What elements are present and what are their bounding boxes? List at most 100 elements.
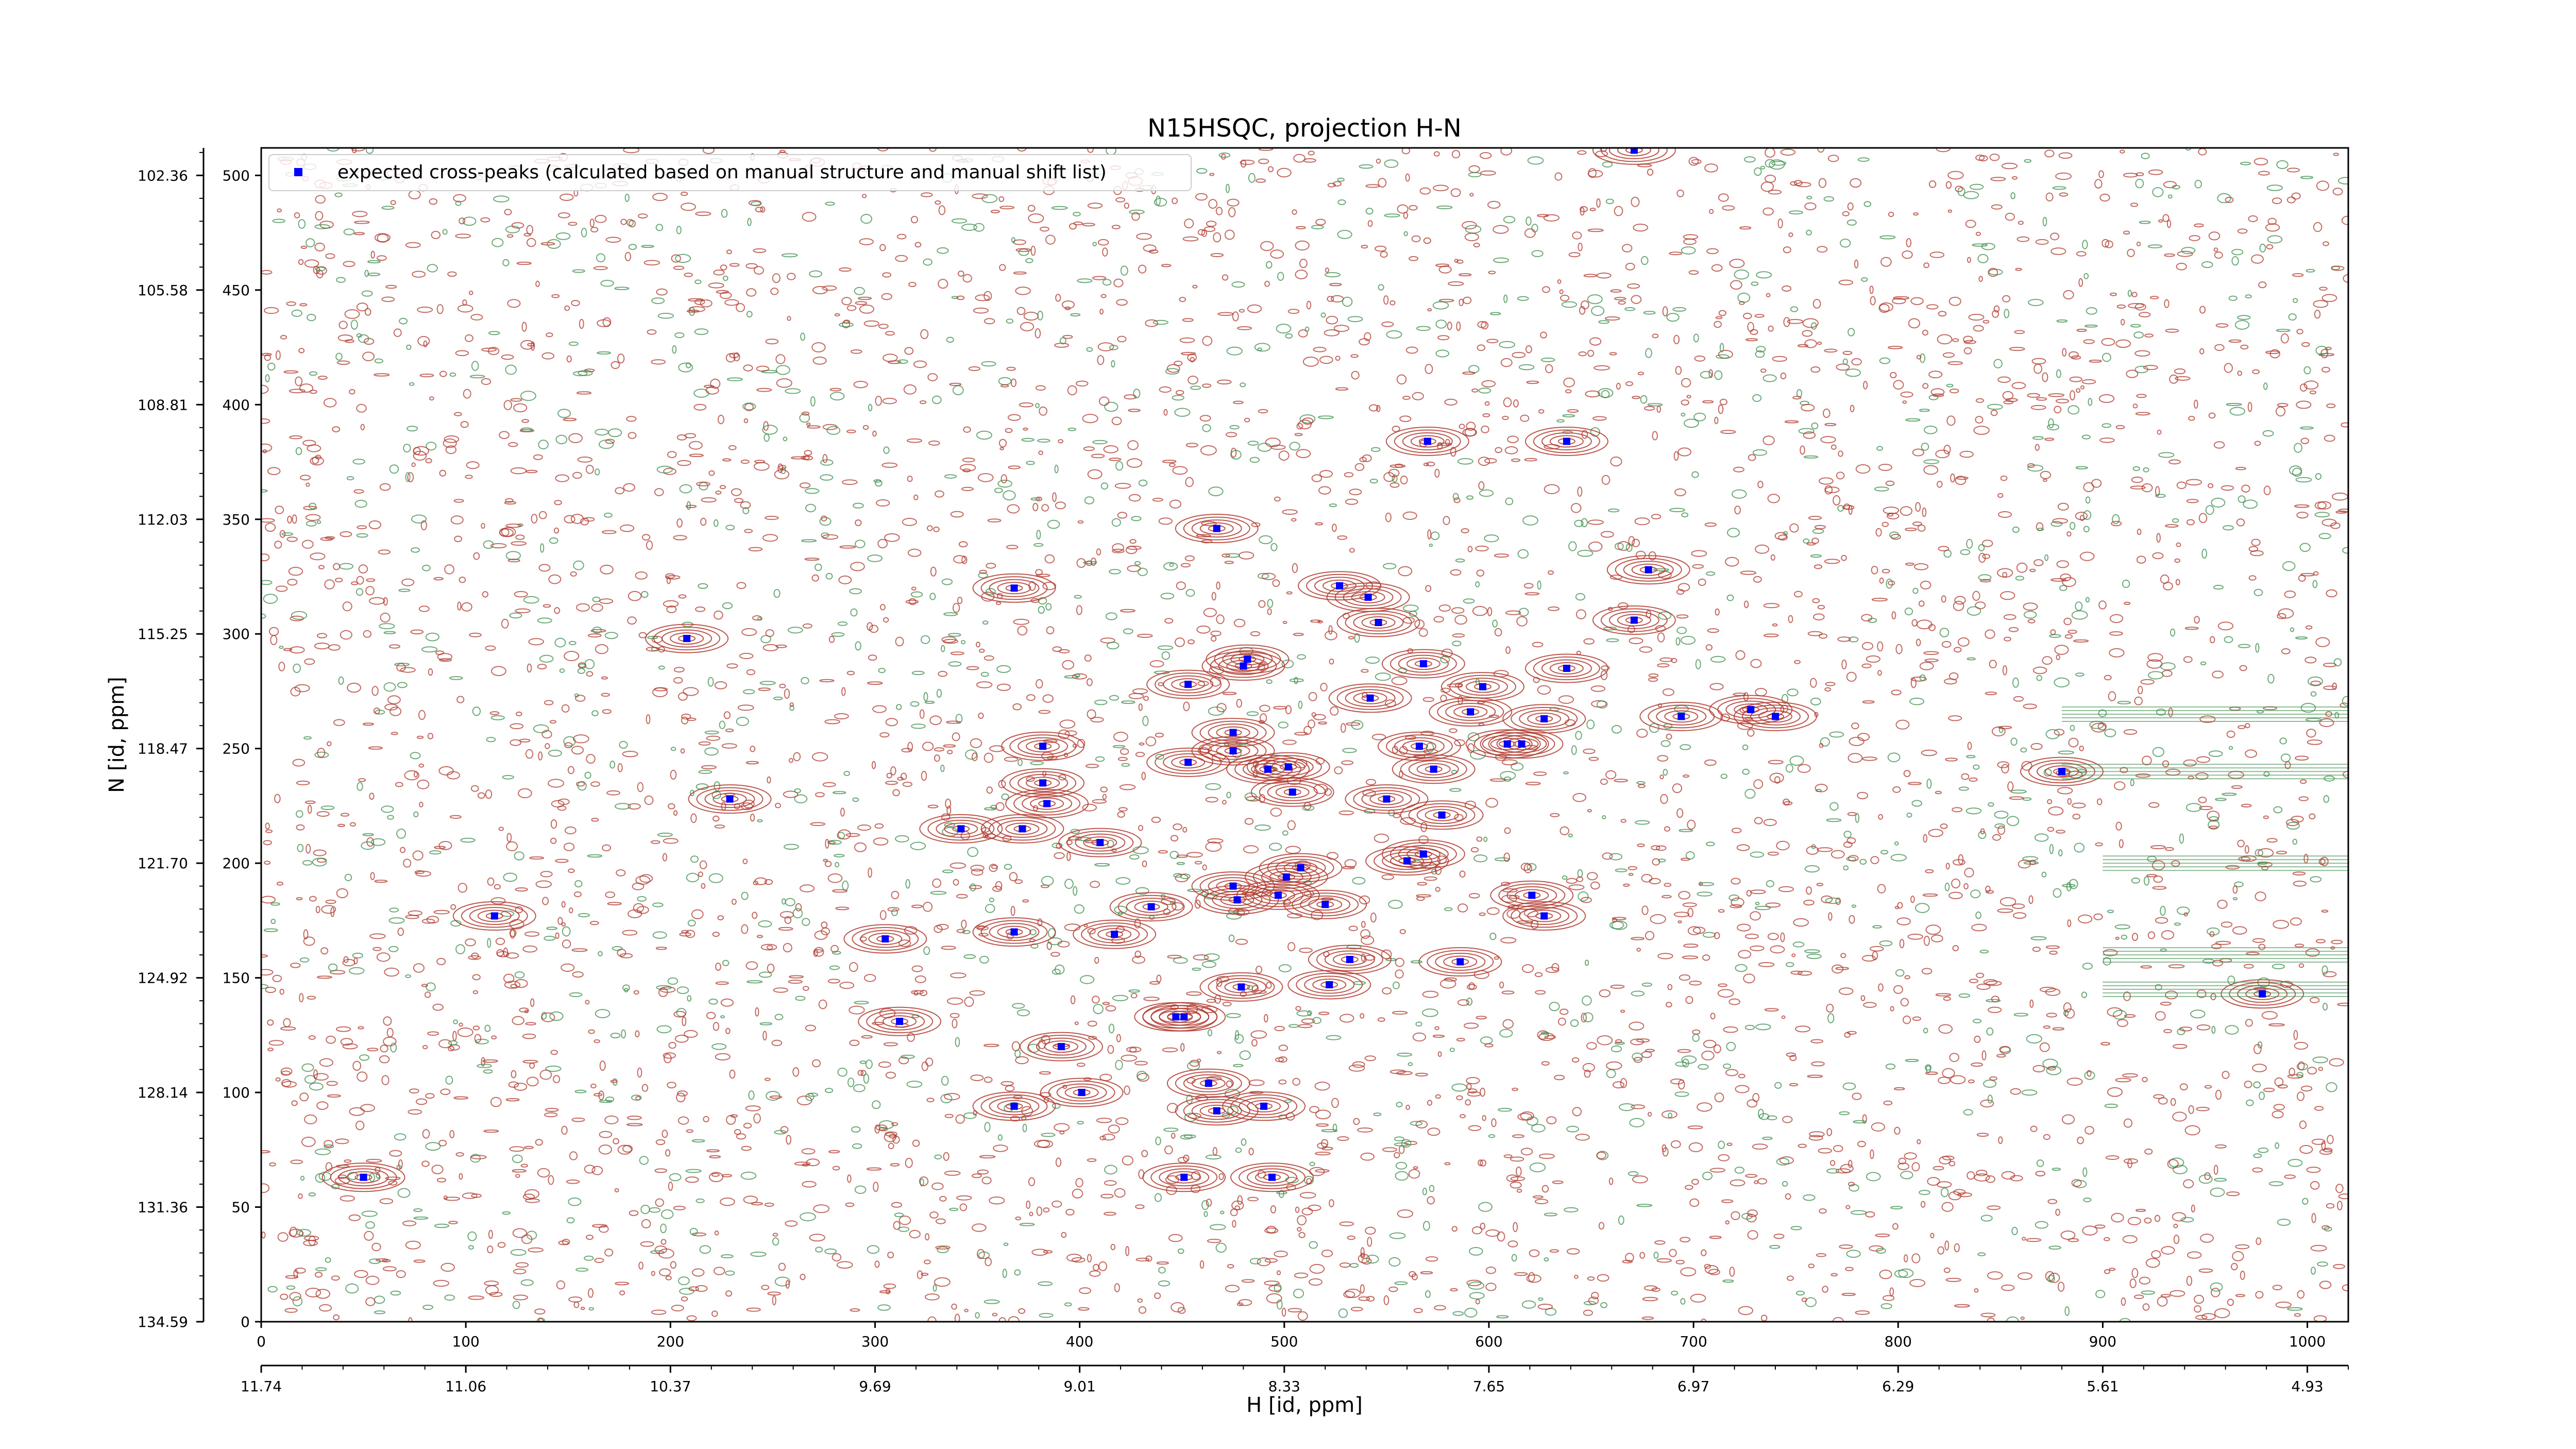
positive-contour [533, 454, 543, 460]
positive-contour [871, 761, 876, 769]
negative-contour [2022, 856, 2039, 862]
positive-contour [1260, 713, 1267, 723]
positive-contour [2186, 519, 2195, 526]
positive-contour [1329, 283, 1342, 287]
negative-contour [383, 631, 396, 634]
negative-contour [2042, 1058, 2058, 1069]
positive-contour [984, 752, 994, 763]
negative-contour [1169, 563, 1174, 567]
positive-contour [715, 981, 729, 985]
positive-contour [717, 915, 724, 921]
positive-contour [663, 1052, 676, 1059]
positive-contour [2291, 816, 2304, 823]
positive-contour [1067, 385, 1077, 396]
positive-contour [1967, 1171, 1975, 1180]
positive-contour [701, 883, 706, 889]
positive-contour [1704, 1263, 1711, 1269]
positive-contour [1462, 372, 1476, 375]
positive-contour [1688, 1142, 1703, 1152]
positive-contour [1460, 1114, 1466, 1119]
positive-contour [2319, 1280, 2332, 1289]
positive-contour [668, 1041, 676, 1049]
positive-contour [1010, 906, 1015, 916]
negative-contour [1282, 830, 1289, 836]
positive-contour [1704, 522, 1717, 527]
positive-contour [654, 1245, 667, 1254]
positive-contour [1389, 482, 1400, 488]
positive-contour [2168, 459, 2181, 465]
positive-contour [2155, 486, 2160, 497]
positive-contour [305, 514, 321, 521]
positive-contour [2013, 696, 2024, 702]
positive-contour [1897, 902, 1903, 909]
positive-contour [1865, 1211, 1875, 1218]
negative-contour [1988, 268, 2003, 276]
positive-contour [1943, 445, 1951, 454]
positive-contour [1456, 259, 1464, 264]
negative-contour [746, 311, 753, 318]
negative-contour [1840, 239, 1851, 248]
positive-contour [2049, 950, 2058, 955]
positive-contour [756, 365, 770, 372]
positive-contour [2136, 1208, 2146, 1212]
positive-contour [1764, 1008, 1779, 1012]
negative-contour [1940, 1187, 1949, 1198]
positive-contour [696, 481, 710, 486]
negative-contour [1030, 497, 1041, 501]
negative-contour [1201, 1200, 1209, 1210]
positive-contour [901, 748, 912, 753]
positive-contour [1120, 748, 1129, 755]
negative-contour [1165, 368, 1180, 375]
negative-contour [1755, 902, 1760, 905]
positive-contour [1676, 808, 1684, 818]
positive-contour [1747, 1230, 1758, 1240]
positive-contour [1705, 644, 1713, 651]
positive-contour [471, 952, 479, 959]
positive-contour [2204, 1085, 2212, 1089]
positive-contour [1125, 546, 1138, 554]
positive-contour [1587, 872, 1598, 881]
negative-contour [588, 1307, 595, 1311]
positive-contour [380, 612, 391, 623]
negative-contour [649, 1207, 660, 1213]
positive-contour [505, 524, 522, 528]
positive-contour [1666, 733, 1672, 740]
positive-contour [504, 501, 517, 505]
positive-contour [2173, 1235, 2180, 1244]
negative-contour [1463, 598, 1475, 604]
positive-contour [1626, 283, 1640, 289]
negative-contour [359, 1054, 370, 1061]
positive-contour [708, 282, 724, 289]
positive-contour [1892, 1223, 1899, 1230]
positive-contour [1022, 899, 1029, 903]
positive-contour [1327, 296, 1334, 302]
positive-contour [1011, 1041, 1021, 1052]
positive-contour [912, 1139, 920, 1147]
positive-contour [1509, 895, 1520, 899]
negative-contour [1309, 1241, 1318, 1249]
chart-title: N15HSQC, projection H-N [1147, 114, 1462, 143]
negative-contour [1912, 587, 1919, 594]
positive-contour [481, 378, 492, 385]
negative-contour [809, 270, 823, 278]
positive-contour [879, 1290, 891, 1293]
positive-contour [1662, 895, 1672, 899]
positive-contour [2003, 614, 2016, 620]
negative-contour [1247, 441, 1259, 446]
positive-contour [1376, 158, 1381, 164]
positive-contour [908, 598, 917, 605]
negative-contour [1681, 412, 1686, 417]
positive-contour [1903, 1015, 1911, 1024]
negative-contour [426, 442, 437, 451]
negative-contour [1435, 349, 1449, 358]
positive-contour [1240, 159, 1255, 165]
positive-contour [1361, 953, 1366, 962]
positive-contour [2276, 850, 2287, 855]
positive-contour [885, 718, 899, 727]
positive-contour [1521, 964, 1534, 973]
negative-contour [1021, 437, 1035, 442]
positive-contour [1291, 518, 1297, 522]
positive-contour [863, 320, 879, 327]
positive-contour [1458, 903, 1468, 913]
positive-contour [383, 1016, 392, 1026]
